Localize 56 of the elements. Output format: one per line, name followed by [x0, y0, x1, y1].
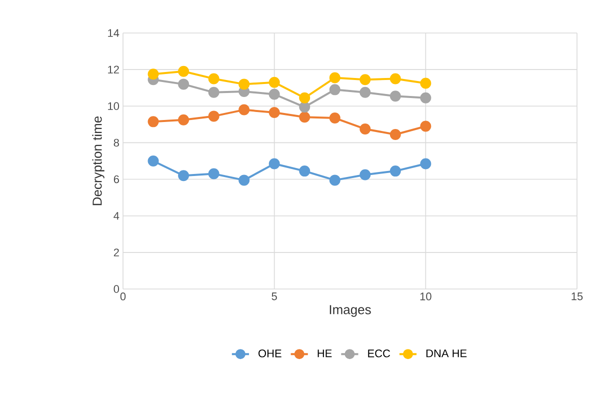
x-tick-label: 0	[120, 292, 126, 300]
y-tick-label: 0	[114, 285, 120, 293]
point	[390, 73, 401, 84]
point	[208, 110, 220, 122]
point	[268, 107, 280, 118]
point	[299, 166, 310, 177]
x-tick-label: 15	[572, 292, 583, 300]
point	[299, 112, 310, 123]
point	[208, 168, 220, 180]
point	[329, 112, 340, 124]
point	[238, 104, 250, 116]
point	[208, 73, 220, 84]
y-tick-label: 4	[114, 212, 120, 220]
y-tick-label: 12	[108, 66, 119, 74]
point	[148, 116, 159, 128]
legend-label: DNA HE	[426, 350, 467, 358]
y-tick-label: 2	[114, 248, 119, 256]
y-axis-title: Decryption time	[92, 116, 104, 206]
point	[420, 78, 432, 89]
point	[390, 166, 401, 177]
point	[360, 169, 371, 180]
point	[420, 92, 432, 104]
point	[329, 84, 340, 96]
x-tick-label: 10	[420, 292, 432, 300]
point	[238, 174, 250, 186]
point	[420, 120, 432, 132]
y-tick-label: 8	[114, 138, 119, 147]
point	[420, 158, 432, 170]
point	[360, 86, 371, 98]
y-tick-label: 6	[114, 175, 119, 184]
point	[178, 78, 190, 90]
point	[390, 128, 401, 140]
point	[299, 102, 310, 113]
x-axis-title: Images	[330, 305, 371, 317]
point	[268, 88, 280, 100]
point	[360, 74, 371, 86]
point	[329, 72, 340, 84]
point	[329, 174, 340, 186]
point	[360, 123, 371, 134]
legend-label: HE	[318, 350, 332, 358]
point	[299, 92, 310, 104]
y-tick-label: 10	[108, 102, 120, 110]
point	[208, 86, 220, 98]
x-tick-label: 5	[272, 292, 277, 300]
point	[268, 76, 280, 88]
point	[268, 158, 280, 170]
point	[178, 114, 190, 126]
legend-label: OHE	[258, 350, 282, 358]
point	[148, 68, 159, 80]
point	[390, 90, 401, 102]
point	[178, 170, 190, 182]
point	[148, 155, 159, 166]
point	[178, 66, 190, 77]
point	[238, 78, 250, 90]
y-tick-label: 14	[108, 29, 120, 37]
legend-label: ECC	[368, 350, 390, 358]
